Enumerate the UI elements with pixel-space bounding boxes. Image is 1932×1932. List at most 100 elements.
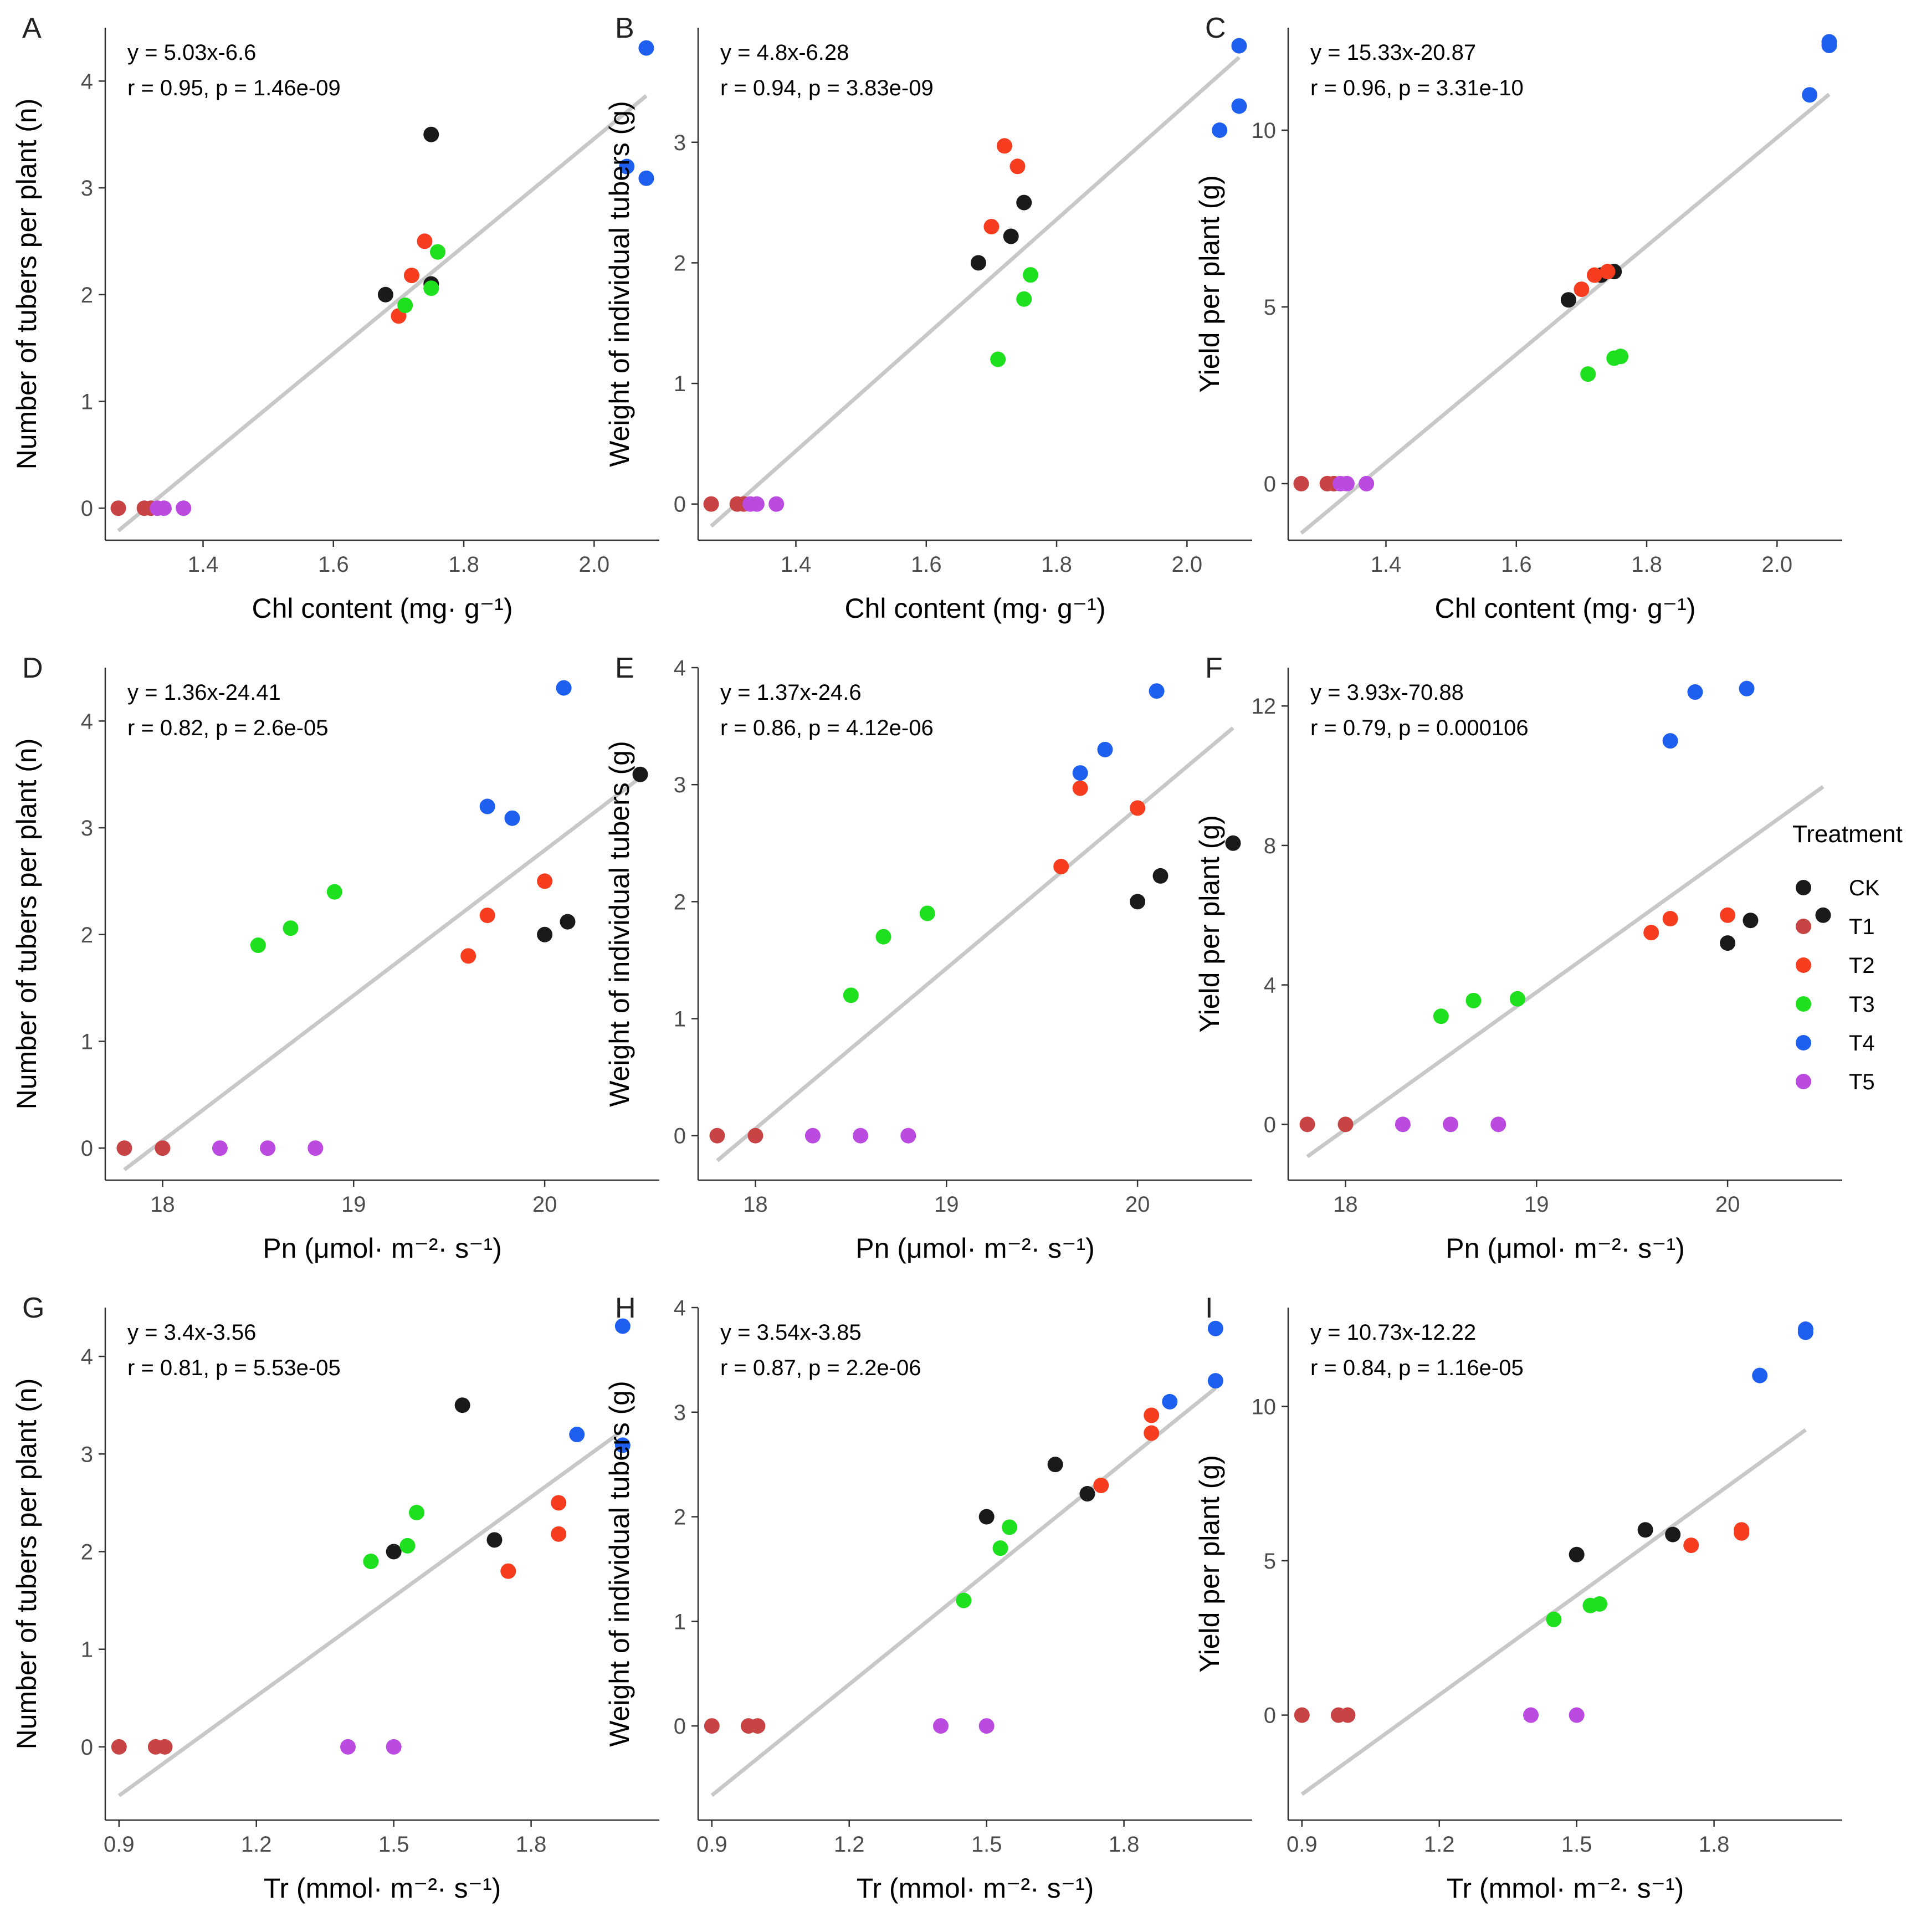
point-ck — [386, 1544, 402, 1560]
point-ck — [1560, 292, 1576, 308]
point-t2 — [479, 908, 495, 924]
x-tick-label: 2.0 — [1172, 552, 1203, 577]
point-t4 — [1752, 1367, 1768, 1383]
y-tick-label: 4 — [1264, 973, 1276, 998]
y-tick-label: 10 — [1252, 1395, 1277, 1419]
panel-letter: I — [1205, 1292, 1213, 1324]
point-t5 — [212, 1140, 228, 1156]
x-tick-label: 1.8 — [1109, 1832, 1140, 1857]
x-axis-title: Chl content (mg· g⁻¹) — [1435, 593, 1696, 624]
panel-c: C 1.4 1.6 1.8 2.0 0 5 10 Chl content (mg· g⁻¹) Yi… — [1194, 12, 1842, 624]
regression-line — [710, 55, 1241, 528]
y-tick-label: 10 — [1252, 119, 1277, 143]
point-t3 — [1433, 1008, 1449, 1024]
legend-items: CK T1 T2 T3 T4 T5 — [1796, 876, 1880, 1094]
panel-e: E 18 19 20 0 1 2 3 4 Pn (μmol· m⁻²· s⁻¹) Weight of… — [604, 652, 1252, 1264]
point-t2 — [551, 1526, 567, 1542]
point-t4 — [504, 810, 520, 826]
regression-equation: y = 4.8x-6.28 — [720, 40, 849, 65]
y-tick-label: 0 — [674, 1124, 686, 1149]
point-t3 — [1509, 991, 1525, 1007]
y-tick-label: 5 — [1264, 1549, 1276, 1574]
point-ck — [423, 126, 439, 142]
panel-letter: H — [615, 1292, 636, 1324]
regression-line — [123, 776, 642, 1171]
legend-key-ck — [1796, 880, 1811, 895]
regression-equation: y = 10.73x-12.22 — [1310, 1320, 1476, 1345]
regression-line — [710, 1386, 1217, 1797]
y-tick-label: 3 — [81, 176, 93, 201]
regression-equation: y = 1.37x-24.6 — [720, 680, 862, 705]
regression-stats: r = 0.95, p = 1.46e-09 — [127, 76, 341, 100]
point-t1 — [110, 500, 126, 516]
point-t2 — [1009, 158, 1026, 175]
point-t3 — [992, 1540, 1008, 1556]
regression-line — [716, 726, 1234, 1162]
point-t4 — [479, 798, 495, 814]
point-t2 — [1053, 859, 1069, 875]
x-axis-title: Chl content (mg· g⁻¹) — [845, 593, 1106, 624]
point-t5 — [1569, 1707, 1585, 1723]
regression-line — [117, 1429, 624, 1797]
point-t5 — [1339, 475, 1355, 491]
point-t3 — [1465, 992, 1482, 1008]
point-t4 — [1662, 733, 1678, 749]
point-ck — [632, 766, 648, 782]
regression-stats: r = 0.87, p = 2.2e-06 — [720, 1356, 921, 1380]
x-tick-label: 20 — [1125, 1192, 1150, 1217]
point-t2 — [996, 138, 1012, 154]
x-tick-label: 0.9 — [696, 1832, 727, 1857]
point-t4 — [638, 40, 654, 56]
y-tick-label: 4 — [81, 69, 93, 94]
point-t3 — [1591, 1596, 1607, 1612]
x-tick-label: 0.9 — [1287, 1832, 1318, 1857]
point-t2 — [983, 219, 1000, 235]
point-t2 — [537, 873, 553, 889]
point-t2 — [417, 233, 433, 249]
x-tick-label: 1.5 — [971, 1832, 1002, 1857]
x-tick-label: 1.8 — [1699, 1832, 1730, 1857]
legend-key-t4 — [1796, 1035, 1811, 1050]
panel-letter: B — [615, 12, 634, 44]
x-tick-label: 1.5 — [1561, 1832, 1592, 1857]
y-tick-label: 5 — [1264, 295, 1276, 320]
x-tick-label: 2.0 — [579, 552, 610, 577]
point-ck — [1815, 907, 1831, 923]
x-tick-label: 18 — [150, 1192, 175, 1217]
x-tick-label: 1.6 — [1501, 552, 1532, 577]
point-ck — [1016, 194, 1032, 211]
y-axis-title: Number of tubers per plant (n) — [11, 1378, 42, 1750]
legend: Treatment CK T1 T2 T3 T4 T5 — [1792, 821, 1903, 1094]
point-t3 — [408, 1505, 424, 1520]
point-t2 — [1072, 780, 1088, 796]
legend-key-t2 — [1796, 957, 1811, 973]
y-tick-label: 3 — [674, 773, 686, 797]
point-t4 — [1231, 98, 1247, 114]
point-t2 — [1130, 800, 1146, 816]
point-ck — [1720, 935, 1736, 951]
y-tick-label: 2 — [81, 923, 93, 947]
point-t5 — [768, 496, 785, 512]
point-t5 — [260, 1140, 276, 1156]
y-tick-label: 3 — [81, 1442, 93, 1467]
point-t2 — [1734, 1522, 1750, 1538]
x-tick-label: 19 — [341, 1192, 366, 1217]
panel-letter: C — [1205, 12, 1226, 44]
panel-letter: A — [22, 12, 42, 44]
y-tick-label: 2 — [674, 1505, 686, 1530]
panel-h: H 0.9 1.2 1.5 1.8 0 1 2 3 4 Tr (mmol· m⁻²· s⁻¹) Wei… — [604, 1292, 1252, 1904]
legend-key-t3 — [1796, 996, 1811, 1012]
legend-key-t5 — [1796, 1074, 1811, 1089]
point-t2 — [1093, 1477, 1109, 1493]
point-t4 — [1162, 1393, 1178, 1410]
point-t5 — [933, 1718, 949, 1734]
x-axis-title: Pn (μmol· m⁻²· s⁻¹) — [855, 1233, 1095, 1264]
x-tick-label: 18 — [1333, 1192, 1358, 1217]
y-axis-title: Weight of individual tubers (g) — [604, 1381, 635, 1747]
x-tick-label: 1.5 — [378, 1832, 409, 1857]
point-t3 — [430, 244, 445, 260]
point-t4 — [619, 158, 635, 175]
x-tick-label: 19 — [1524, 1192, 1549, 1217]
